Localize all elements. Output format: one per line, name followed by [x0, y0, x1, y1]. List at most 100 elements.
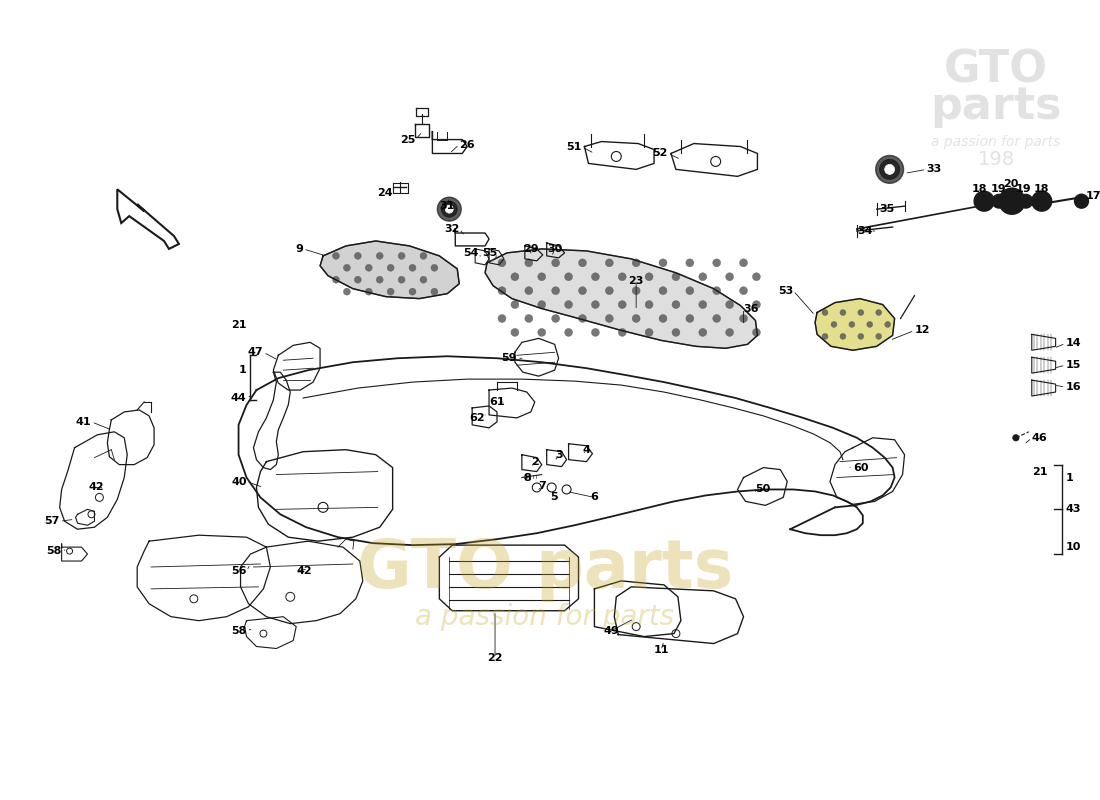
Text: 15: 15 [1066, 360, 1081, 370]
Text: 11: 11 [653, 646, 669, 655]
Circle shape [398, 252, 405, 259]
Text: 18: 18 [1034, 184, 1049, 194]
Text: 58: 58 [46, 546, 62, 556]
Circle shape [525, 314, 532, 322]
Circle shape [858, 310, 864, 315]
Text: 25: 25 [400, 134, 416, 145]
Circle shape [498, 259, 506, 267]
Circle shape [975, 191, 994, 211]
Circle shape [1036, 195, 1047, 207]
Circle shape [632, 314, 640, 322]
Circle shape [579, 314, 586, 322]
Circle shape [830, 322, 837, 327]
Circle shape [332, 276, 340, 283]
Circle shape [992, 194, 1005, 208]
Circle shape [510, 329, 519, 336]
Text: 1: 1 [1066, 473, 1074, 482]
Circle shape [713, 314, 721, 322]
Text: 35: 35 [879, 204, 894, 214]
Text: GTO parts: GTO parts [356, 536, 733, 602]
Circle shape [686, 259, 694, 267]
Circle shape [510, 301, 519, 309]
Circle shape [409, 264, 416, 271]
Circle shape [752, 329, 760, 336]
Circle shape [564, 301, 572, 309]
Circle shape [752, 273, 760, 281]
Text: 198: 198 [978, 150, 1014, 169]
Text: 1: 1 [239, 365, 246, 375]
Text: 46: 46 [1032, 433, 1047, 442]
Circle shape [552, 259, 560, 267]
Circle shape [698, 329, 706, 336]
Circle shape [376, 276, 383, 283]
Text: 31: 31 [440, 201, 455, 211]
Circle shape [618, 329, 626, 336]
Text: GTO: GTO [944, 49, 1048, 91]
Text: 7: 7 [538, 482, 546, 491]
Text: 5: 5 [550, 493, 558, 502]
Circle shape [822, 310, 828, 315]
Polygon shape [815, 298, 894, 350]
Circle shape [1075, 194, 1088, 208]
Circle shape [525, 259, 532, 267]
Circle shape [698, 301, 706, 309]
Text: 33: 33 [926, 164, 942, 174]
Text: 20: 20 [1003, 179, 1019, 190]
Circle shape [686, 314, 694, 322]
Text: 53: 53 [778, 286, 793, 296]
Circle shape [387, 264, 394, 271]
Text: 3: 3 [554, 450, 562, 460]
Text: 32: 32 [444, 224, 459, 234]
Circle shape [659, 259, 667, 267]
Text: 6: 6 [591, 493, 598, 502]
Text: 24: 24 [377, 188, 393, 198]
Circle shape [1005, 194, 1019, 208]
Circle shape [672, 301, 680, 309]
Text: 10: 10 [1066, 542, 1081, 552]
Circle shape [592, 329, 600, 336]
Text: 42: 42 [296, 566, 311, 576]
Text: 50: 50 [756, 485, 771, 494]
Text: 49: 49 [604, 626, 619, 636]
Circle shape [605, 314, 614, 322]
Circle shape [618, 273, 626, 281]
Text: 8: 8 [522, 473, 530, 482]
Circle shape [672, 273, 680, 281]
Text: 18: 18 [971, 184, 987, 194]
Circle shape [752, 301, 760, 309]
Text: 23: 23 [628, 276, 643, 286]
Polygon shape [485, 249, 758, 348]
Circle shape [498, 286, 506, 294]
Circle shape [672, 329, 680, 336]
Circle shape [739, 286, 748, 294]
Circle shape [510, 273, 519, 281]
Circle shape [858, 334, 864, 339]
Text: 41: 41 [76, 417, 91, 427]
Text: 17: 17 [1086, 191, 1100, 202]
Circle shape [698, 273, 706, 281]
Text: 54: 54 [463, 248, 480, 258]
Circle shape [592, 273, 600, 281]
Circle shape [645, 329, 653, 336]
Circle shape [978, 195, 990, 207]
Circle shape [498, 314, 506, 322]
Text: 52: 52 [652, 149, 668, 158]
Circle shape [552, 314, 560, 322]
Circle shape [618, 301, 626, 309]
Text: 58: 58 [231, 626, 246, 636]
Circle shape [420, 276, 427, 283]
Text: 55: 55 [482, 248, 497, 258]
Circle shape [332, 252, 340, 259]
Circle shape [552, 286, 560, 294]
Text: 14: 14 [1066, 338, 1081, 348]
Circle shape [1019, 194, 1033, 208]
Circle shape [354, 276, 361, 283]
Circle shape [840, 310, 846, 315]
Circle shape [446, 205, 453, 213]
Circle shape [579, 259, 586, 267]
Circle shape [441, 201, 458, 217]
Text: 22: 22 [487, 654, 503, 663]
Text: 40: 40 [231, 477, 246, 486]
Text: 59: 59 [502, 354, 517, 363]
Circle shape [713, 259, 721, 267]
